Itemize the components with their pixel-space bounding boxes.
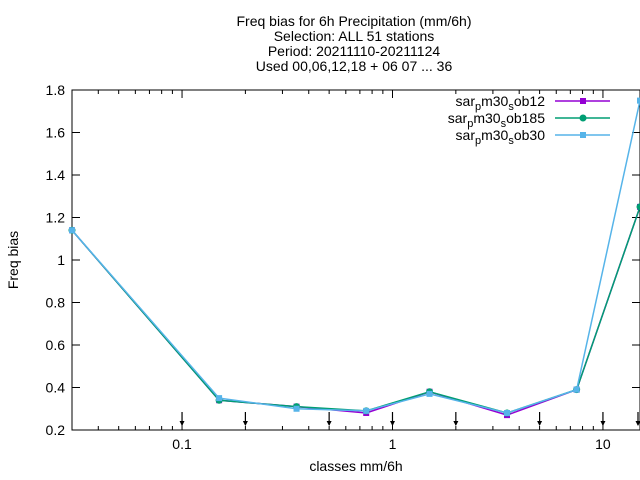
data-point (636, 203, 640, 211)
class-limit-arrow (453, 412, 459, 426)
title-line-3: Period: 20211110-20211124 (268, 43, 441, 59)
class-limit-arrow (389, 412, 395, 426)
class-limit-arrow-head (326, 421, 332, 426)
chart-title: Freq bias for 6h Precipitation (mm/6h) S… (237, 13, 472, 74)
legend-label: sarpm30sob12 (456, 93, 546, 113)
data-point (293, 405, 300, 412)
data-point (503, 410, 510, 416)
legend-label: sarpm30sob30 (456, 127, 546, 147)
legend-marker (580, 132, 586, 138)
y-tick-label: 1.4 (46, 167, 66, 183)
data-point (216, 395, 223, 402)
series-0 (69, 203, 640, 419)
class-limit-arrow (179, 412, 185, 426)
class-limit-arrow (537, 412, 543, 426)
class-limit-arrow-head (179, 421, 185, 426)
plot-frame (71, 89, 640, 431)
x-axis-label: classes mm/6h (309, 458, 402, 474)
legend-marker (579, 114, 587, 122)
class-limit-arrow-head (635, 421, 640, 426)
series-line (71, 206, 640, 416)
title-line-4: Used 00,06,12,18 + 06 07 ... 36 (256, 58, 453, 74)
legend-label: sarpm30sob185 (448, 110, 545, 130)
y-tick-label: 0.8 (46, 295, 66, 311)
data-point (363, 407, 370, 414)
x-axis: 0.1 1 10 (71, 90, 611, 452)
class-limit-arrow-head (537, 421, 543, 426)
class-limit-arrow (326, 412, 332, 426)
legend-entry-1: sarpm30sob185 (448, 110, 610, 130)
class-limit-arrow (600, 412, 606, 426)
class-limit-arrow (635, 412, 640, 426)
series-line (71, 100, 640, 414)
x-tick-label: 10 (595, 436, 611, 452)
series-2 (69, 97, 640, 416)
y-axis-label: Freq bias (5, 231, 21, 289)
x-tick-label: 0.1 (172, 436, 192, 452)
class-limit-markers (179, 412, 640, 426)
y-tick-label: 1.6 (46, 125, 66, 141)
data-point (69, 227, 75, 234)
y-tick-label: 1.2 (46, 210, 66, 226)
data-point (573, 386, 580, 393)
legend-entry-2: sarpm30sob30 (456, 127, 610, 147)
class-limit-arrow (242, 412, 248, 426)
y-tick-label: 0.6 (46, 337, 66, 353)
class-limit-arrow-head (242, 421, 248, 426)
series-group (68, 97, 640, 419)
series-line (71, 206, 640, 414)
data-point (426, 390, 433, 397)
class-limit-arrow-head (389, 421, 395, 426)
x-tick-label: 1 (389, 436, 397, 452)
legend-marker (580, 98, 586, 104)
class-limit-arrow-head (453, 421, 459, 426)
title-line-2: Selection: ALL 51 stations (274, 28, 435, 44)
series-1 (68, 203, 640, 417)
y-tick-label: 1 (57, 252, 65, 268)
y-axis: 0.2 0.4 0.6 0.8 1 1.2 1.4 1.6 1.8 (46, 82, 640, 438)
class-limit-arrow-head (600, 421, 606, 426)
y-tick-label: 0.4 (46, 380, 66, 396)
title-line-1: Freq bias for 6h Precipitation (mm/6h) (237, 13, 472, 29)
y-tick-label: 1.8 (46, 82, 66, 98)
y-tick-label: 0.2 (46, 422, 66, 438)
legend-entry-0: sarpm30sob12 (456, 93, 610, 113)
data-point (637, 97, 640, 104)
